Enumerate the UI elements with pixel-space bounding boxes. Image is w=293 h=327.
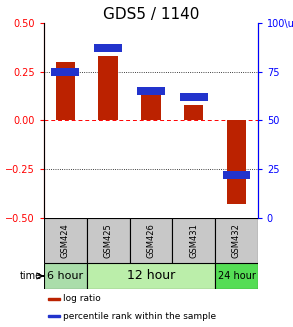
Bar — [184, 105, 203, 120]
Bar — [215, 263, 258, 289]
Text: time: time — [20, 271, 42, 281]
Bar — [87, 263, 215, 289]
Text: 6 hour: 6 hour — [47, 271, 84, 281]
Bar — [48, 298, 60, 300]
Text: 24 hour: 24 hour — [217, 271, 255, 281]
Text: GSM431: GSM431 — [189, 223, 198, 258]
Bar — [98, 56, 118, 120]
Bar — [172, 218, 215, 263]
Text: GSM432: GSM432 — [232, 223, 241, 258]
Bar — [137, 87, 165, 95]
Bar — [227, 120, 246, 204]
Text: percentile rank within the sample: percentile rank within the sample — [63, 312, 216, 321]
Title: GDS5 / 1140: GDS5 / 1140 — [103, 7, 199, 22]
Bar — [44, 218, 87, 263]
Bar — [52, 68, 79, 76]
Text: 12 hour: 12 hour — [127, 269, 175, 283]
Text: GSM425: GSM425 — [104, 223, 113, 258]
Bar — [56, 62, 75, 120]
Text: log ratio: log ratio — [63, 294, 101, 303]
Bar — [94, 44, 122, 52]
Bar — [215, 218, 258, 263]
Text: GSM424: GSM424 — [61, 223, 70, 258]
Bar — [141, 91, 161, 120]
Bar — [48, 315, 60, 317]
Bar — [44, 263, 87, 289]
Text: GSM426: GSM426 — [146, 223, 155, 258]
Bar — [223, 171, 250, 179]
Bar — [130, 218, 172, 263]
Bar — [87, 218, 130, 263]
Bar — [180, 93, 207, 101]
